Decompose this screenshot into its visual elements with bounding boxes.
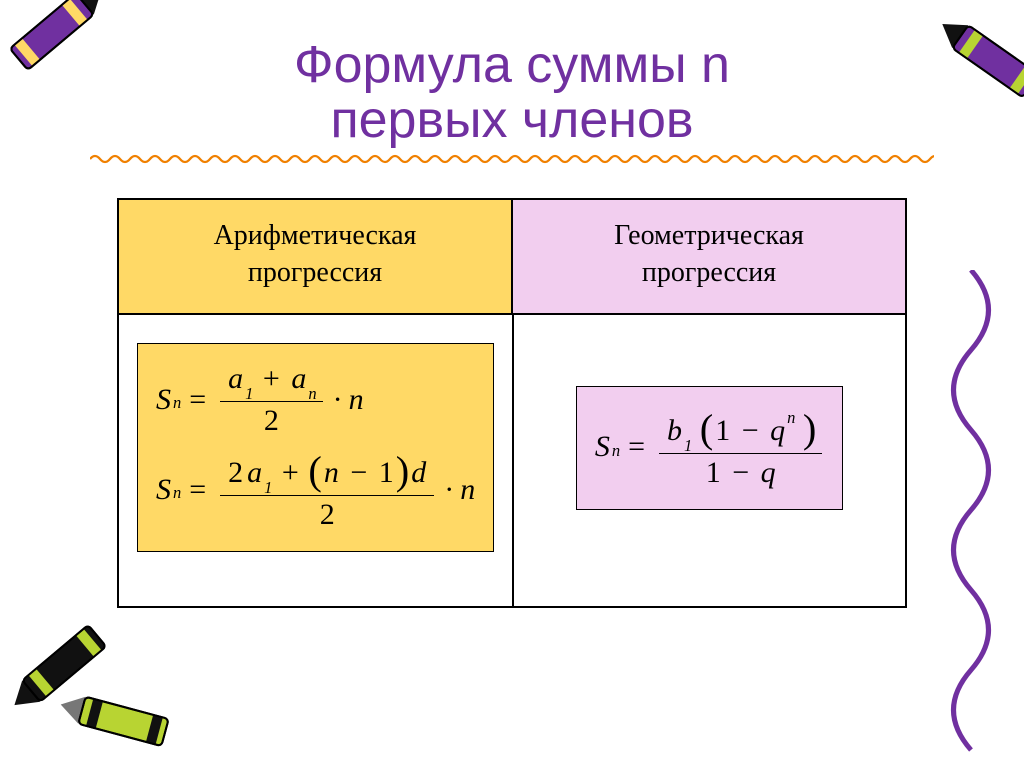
minus: − xyxy=(740,414,761,447)
an: a xyxy=(289,362,308,395)
two: 2 xyxy=(226,456,245,489)
comparison-table: Арифметическая прогрессия Геометрическая… xyxy=(117,198,907,608)
header-geom-line1: Геометрическая xyxy=(614,220,804,251)
lparen: ( xyxy=(308,448,322,493)
eq: = xyxy=(181,383,216,416)
cell-geometric-formula: S n = b1 (1 − qn ) xyxy=(513,314,906,607)
slide: Формула суммы n первых членов Арифметиче… xyxy=(0,0,1024,767)
sub-n: n xyxy=(612,442,620,460)
a: a xyxy=(245,456,264,489)
fraction: b1 (1 − qn ) 1 − q xyxy=(659,403,822,491)
a1: a xyxy=(226,362,245,395)
page-title: Формула суммы n первых членов xyxy=(0,0,1024,147)
n: n xyxy=(347,383,366,416)
q: q xyxy=(759,456,778,489)
b: b xyxy=(665,414,684,447)
arith-formula-1: S n = a1 + an 2 · n xyxy=(154,360,477,439)
one: 1 xyxy=(704,456,723,489)
title-line1: Формула суммы n xyxy=(294,36,730,94)
n: n xyxy=(458,473,477,506)
geometric-formula-box: S n = b1 (1 − qn ) xyxy=(576,386,844,510)
denominator: 2 xyxy=(258,402,285,439)
d: d xyxy=(409,456,428,489)
an-sub: n xyxy=(308,384,316,403)
minus: − xyxy=(730,456,751,489)
rparen: ) xyxy=(396,448,410,493)
crayon-bottomleft2 xyxy=(55,687,182,758)
plus: + xyxy=(261,362,282,395)
decorative-squiggle xyxy=(936,270,1006,770)
wavy-underline xyxy=(90,153,934,165)
header-geom-line2: прогрессия xyxy=(642,257,776,288)
sym-S: S xyxy=(154,383,173,416)
cell-arithmetic-formulas: S n = a1 + an 2 · n xyxy=(118,314,513,607)
header-arith-line1: Арифметическая xyxy=(214,220,417,251)
numerator: b1 (1 − qn ) xyxy=(659,403,822,453)
sym-S: S xyxy=(593,430,612,463)
sub-n: n xyxy=(173,394,181,412)
fraction: 2a1 + (n − 1)d 2 xyxy=(220,445,434,533)
table-body-row: S n = a1 + an 2 · n xyxy=(118,314,906,607)
q-exp: n xyxy=(787,408,795,427)
sym-S: S xyxy=(154,473,173,506)
denominator: 1 − q xyxy=(698,454,784,491)
plus: + xyxy=(280,456,301,489)
dot: · xyxy=(438,473,458,506)
a-sub: 1 xyxy=(264,478,272,497)
numerator: 2a1 + (n − 1)d xyxy=(220,445,434,495)
header-geometric: Геометрическая прогрессия xyxy=(512,199,906,314)
b-sub: 1 xyxy=(684,436,692,455)
table-header-row: Арифметическая прогрессия Геометрическая… xyxy=(118,199,906,314)
eq: = xyxy=(181,473,216,506)
eq: = xyxy=(620,430,655,463)
header-arith-line2: прогрессия xyxy=(248,257,382,288)
title-line2: первых членов xyxy=(330,91,693,149)
one: 1 xyxy=(713,414,732,447)
fraction: a1 + an 2 xyxy=(220,360,322,439)
arith-formula-2: S n = 2a1 + (n − 1)d 2 xyxy=(154,445,477,533)
sub-n: n xyxy=(173,484,181,502)
lparen: ( xyxy=(700,406,714,451)
rparen: ) xyxy=(803,406,817,451)
a1-sub: 1 xyxy=(245,384,253,403)
one: 1 xyxy=(377,456,396,489)
n: n xyxy=(322,456,341,489)
numerator: a1 + an xyxy=(220,360,322,401)
q: q xyxy=(768,414,787,447)
arithmetic-formula-box: S n = a1 + an 2 · n xyxy=(137,343,494,552)
header-arithmetic: Арифметическая прогрессия xyxy=(118,199,512,314)
geom-formula: S n = b1 (1 − qn ) xyxy=(593,403,827,491)
denominator: 2 xyxy=(314,496,341,533)
dot: · xyxy=(327,383,347,416)
minus: − xyxy=(348,456,369,489)
